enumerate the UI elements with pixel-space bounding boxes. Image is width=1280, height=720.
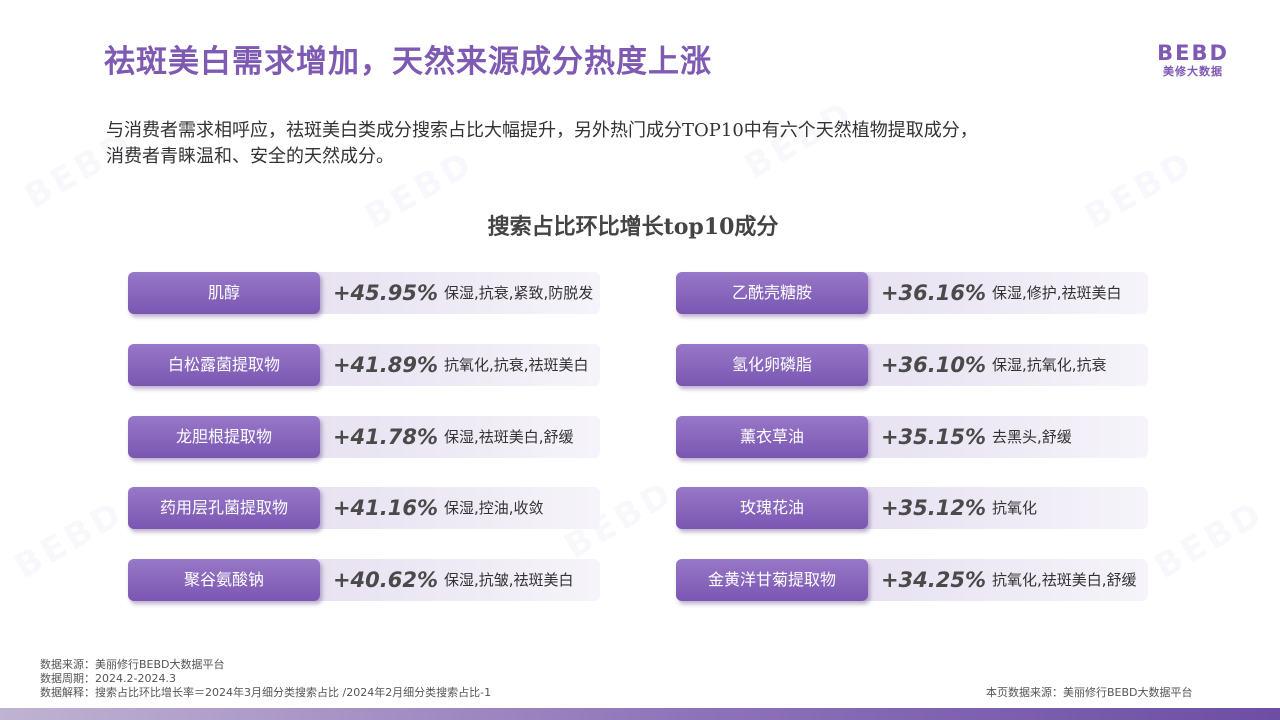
footnote-explanation: 数据解释：搜索占比环比增长率＝2024年3月细分类搜索占比 /2024年2月细分… bbox=[40, 686, 492, 699]
efficacy-tags: 去黑头,舒缓 bbox=[992, 428, 1072, 446]
growth-rate: +36.16% bbox=[880, 281, 986, 305]
growth-rate: +35.15% bbox=[880, 425, 986, 449]
ingredient-name: 聚谷氨酸钠 bbox=[128, 559, 320, 601]
watermark: BEBD bbox=[7, 492, 132, 588]
growth-rate: +41.89% bbox=[332, 353, 438, 377]
ingredient-row: 薰衣草油 +35.15% 去黑头,舒缓 bbox=[676, 416, 1148, 458]
ingredient-name: 肌醇 bbox=[128, 272, 320, 314]
efficacy-tags: 保湿,祛斑美白,舒缓 bbox=[444, 428, 574, 446]
efficacy-tags: 抗氧化 bbox=[992, 499, 1038, 517]
intro-line: 与消费者需求相呼应，祛斑美白类成分搜索占比大幅提升，另外热门成分TOP10中有六… bbox=[106, 120, 978, 141]
growth-rate: +41.16% bbox=[332, 496, 438, 520]
ingredient-row: 龙胆根提取物 +41.78% 保湿,祛斑美白,舒缓 bbox=[128, 416, 600, 458]
efficacy-tags: 抗氧化,抗衰,祛斑美白 bbox=[444, 356, 589, 374]
growth-rate: +40.62% bbox=[332, 568, 438, 592]
growth-rate: +36.10% bbox=[880, 353, 986, 377]
ingredient-name: 薰衣草油 bbox=[676, 416, 868, 458]
ingredient-name: 白松露菌提取物 bbox=[128, 344, 320, 386]
watermark: BEBD bbox=[1147, 492, 1272, 588]
ingredient-row: 氢化卵磷脂 +36.10% 保湿,抗氧化,抗衰 bbox=[676, 344, 1148, 386]
page-data-source: 本页数据来源：美丽修行BEBD大数据平台 bbox=[986, 686, 1193, 699]
ingredient-row: 聚谷氨酸钠 +40.62% 保湿,抗皱,祛斑美白 bbox=[128, 559, 600, 601]
ingredient-row: 药用层孔菌提取物 +41.16% 保湿,控油,收敛 bbox=[128, 487, 600, 529]
growth-rate: +34.25% bbox=[880, 568, 986, 592]
efficacy-tags: 保湿,抗氧化,抗衰 bbox=[992, 356, 1107, 374]
efficacy-tags: 保湿,修护,祛斑美白 bbox=[992, 284, 1122, 302]
footnotes: 数据来源：美丽修行BEBD大数据平台 数据周期：2024.2-2024.3 数据… bbox=[40, 658, 491, 700]
ingredient-row: 白松露菌提取物 +41.89% 抗氧化,抗衰,祛斑美白 bbox=[128, 344, 600, 386]
logo-mark: BEBD bbox=[1157, 41, 1229, 65]
logo-subtitle: 美修大数据 bbox=[1163, 65, 1223, 78]
footnote-source: 数据来源：美丽修行BEBD大数据平台 bbox=[40, 658, 225, 671]
ingredient-row: 乙酰壳糖胺 +36.16% 保湿,修护,祛斑美白 bbox=[676, 272, 1148, 314]
ingredient-row: 金黄洋甘菊提取物 +34.25% 抗氧化,祛斑美白,舒缓 bbox=[676, 559, 1148, 601]
ingredient-row: 肌醇 +45.95% 保湿,抗衰,紧致,防脱发 bbox=[128, 272, 600, 314]
ingredient-row: 玫瑰花油 +35.12% 抗氧化 bbox=[676, 487, 1148, 529]
brand-logo: BEBD 美修大数据 bbox=[1150, 42, 1236, 80]
ingredient-name: 药用层孔菌提取物 bbox=[128, 487, 320, 529]
efficacy-tags: 保湿,抗衰,紧致,防脱发 bbox=[444, 284, 594, 302]
ingredient-name: 龙胆根提取物 bbox=[128, 416, 320, 458]
growth-rate: +45.95% bbox=[332, 281, 438, 305]
growth-rate: +35.12% bbox=[880, 496, 986, 520]
ingredient-name: 乙酰壳糖胺 bbox=[676, 272, 868, 314]
page-title: 祛斑美白需求增加，天然来源成分热度上涨 bbox=[104, 44, 712, 80]
efficacy-tags: 保湿,控油,收敛 bbox=[444, 499, 544, 517]
efficacy-tags: 保湿,抗皱,祛斑美白 bbox=[444, 571, 574, 589]
intro-line: 消费者青睐温和、安全的天然成分。 bbox=[106, 146, 394, 167]
growth-rate: +41.78% bbox=[332, 425, 438, 449]
intro-text: 与消费者需求相呼应，祛斑美白类成分搜索占比大幅提升，另外热门成分TOP10中有六… bbox=[106, 118, 1166, 170]
footnote-period: 数据周期：2024.2-2024.3 bbox=[40, 672, 176, 685]
chart-title: 搜索占比环比增长top10成分 bbox=[487, 214, 779, 240]
bottom-accent-bar bbox=[0, 708, 1280, 720]
ingredient-name: 金黄洋甘菊提取物 bbox=[676, 559, 868, 601]
ingredient-name: 玫瑰花油 bbox=[676, 487, 868, 529]
efficacy-tags: 抗氧化,祛斑美白,舒缓 bbox=[992, 571, 1137, 589]
ingredient-name: 氢化卵磷脂 bbox=[676, 344, 868, 386]
